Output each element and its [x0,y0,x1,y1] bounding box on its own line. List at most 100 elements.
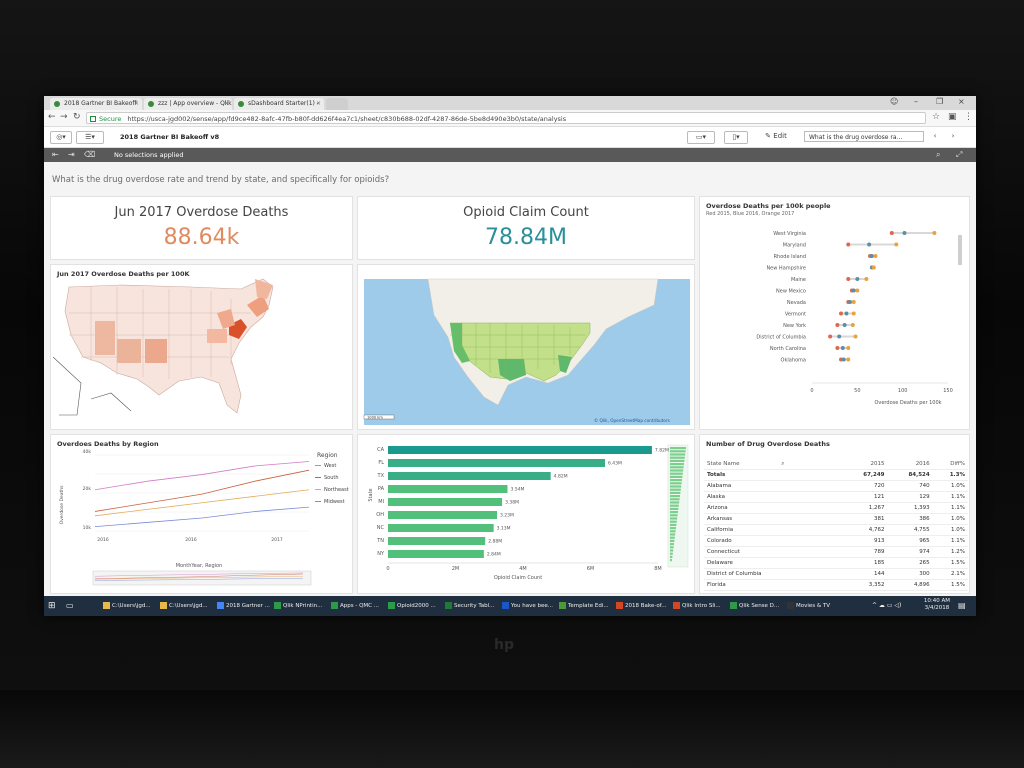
column-header[interactable]: Diff% [932,459,968,470]
taskbar-app[interactable]: 2018 Bake-of... [615,599,669,613]
table-row[interactable]: Connecticut 789 974 1.2% [704,546,968,558]
data-point[interactable] [889,231,894,235]
range-scrubber[interactable] [92,570,312,586]
column-header[interactable]: State Name ⌕ [704,459,843,470]
browser-tab[interactable]: zzz | App overview - Qlik × [144,98,232,110]
restore-icon[interactable]: ❐ [936,97,944,106]
us-state-map-panel[interactable]: Jun 2017 Overdose Deaths per 100K [50,264,353,430]
data-point[interactable] [844,311,849,316]
drug-overdose-table[interactable]: State Name ⌕ 2015 2016 Diff% Totals 67,2… [704,459,968,593]
close-icon[interactable]: × [315,100,321,107]
data-point[interactable] [851,300,856,304]
data-point[interactable] [841,357,846,362]
scrollbar[interactable] [958,235,962,265]
x-axis-title[interactable]: Opioid Claim Count [494,575,542,581]
clear-selections-icon[interactable]: ⌫ [84,150,96,159]
back-icon[interactable]: ← [48,112,56,122]
data-point[interactable] [873,254,878,258]
opioid-geo-map-panel[interactable]: 1000 km © Qlik, OpenStreetMap contributo… [357,264,695,430]
bookmark-star-icon[interactable]: ☆ [932,112,941,122]
state-ohio[interactable] [217,309,235,329]
data-point[interactable] [846,277,851,281]
user-icon[interactable]: ☺ [890,97,899,106]
column-header[interactable]: 2016 [887,459,933,470]
bar[interactable] [388,459,606,467]
close-icon[interactable]: × [223,100,229,107]
geo-map[interactable]: 1000 km © Qlik, OpenStreetMap contributo… [358,265,695,430]
data-point[interactable] [867,242,872,247]
device-icon[interactable]: ▯▾ [724,131,748,144]
taskbar-app[interactable]: Security Tabl... [444,599,498,613]
table-row[interactable]: Arkansas 381 386 1.0% [704,513,968,525]
search-icon[interactable]: ⌕ [936,150,941,159]
start-icon[interactable]: ⊞ [48,601,56,611]
bar[interactable] [388,524,494,532]
comment-icon[interactable]: ▭▾ [687,131,715,144]
taskbar-app[interactable]: Qlik Sense D... [729,599,783,613]
task-view-icon[interactable]: ▭ [66,601,74,610]
sheet-selector[interactable]: What is the drug overdose ra... [804,131,924,142]
drug-overdose-table-panel[interactable]: Number of Drug Overdose Deaths State Nam… [699,434,970,594]
extension-icon[interactable]: ▣ [948,112,957,122]
state-arizona[interactable] [117,339,141,363]
column-header[interactable]: 2015 [842,459,888,470]
region-line-chart[interactable]: Overdose Deaths MonthYear, Region Region… [51,445,353,594]
notifications-icon[interactable]: ▤ [958,601,966,610]
data-point[interactable] [840,346,845,350]
new-tab-button[interactable] [326,98,348,110]
florida-claims[interactable] [558,355,572,373]
global-menu-button[interactable]: ☰▾ [76,131,104,144]
state-nevada[interactable] [95,321,115,355]
browser-tab[interactable]: sDashboard Starter(1) - × [234,98,324,110]
us-state-map[interactable] [51,265,353,430]
next-sheet-icon[interactable]: › [951,132,955,140]
series-line[interactable] [94,506,310,528]
data-point[interactable] [853,334,858,339]
taskbar-app[interactable]: Apps - QMC ... [330,599,384,613]
legend-item[interactable]: Northeast [324,487,349,493]
menu-icon[interactable]: ⋮ [964,112,973,122]
edit-button[interactable]: ✎ Edit [754,131,798,142]
navigation-menu-button[interactable]: ◎▾ [50,131,72,144]
data-point[interactable] [842,323,847,327]
bar[interactable] [388,498,503,506]
previous-sheet-icon[interactable]: ‹ [933,132,937,140]
data-point[interactable] [902,231,907,235]
claim-count-panel[interactable]: State Opioid Claim Count CA 7.82M FL 6.43M T… [357,434,695,594]
url-field[interactable]: Secure https://usca-jgd002/sense/app/fd9c… [86,112,926,124]
search-icon[interactable]: ⌕ [781,460,785,467]
minimize-icon[interactable]: – [914,97,918,106]
data-point[interactable] [851,311,856,316]
selection-forward-icon[interactable]: ⇥ [68,150,75,159]
dumbbell-chart[interactable]: Overdose Deaths per 100k West Virginia Ma… [700,221,970,430]
claim-bar-chart[interactable]: State Opioid Claim Count CA 7.82M FL 6.43M T… [358,435,695,594]
california-claims[interactable] [450,323,470,363]
bar[interactable] [388,511,498,519]
taskbar-app[interactable]: Qlik Intro Sli... [672,599,726,613]
kpi-overdose-deaths[interactable]: Jun 2017 Overdose Deaths 88.64k [50,196,353,260]
data-point[interactable] [871,265,876,270]
region-line-panel[interactable]: Overdoes Deaths by Region Overdose Death… [50,434,353,594]
table-row[interactable]: Florida 3,352 4,896 1.5% [704,579,968,591]
table-row[interactable]: Arizona 1,267 1,393 1.1% [704,502,968,514]
data-point[interactable] [839,311,844,316]
bar[interactable] [388,446,652,454]
table-row[interactable]: Colorado 913 965 1.1% [704,535,968,547]
table-row[interactable]: Georgia1,3081,3701.0% [704,590,968,593]
reload-icon[interactable]: ↻ [73,112,81,122]
taskbar-app[interactable]: Template Edi... [558,599,612,613]
data-point[interactable] [848,300,853,304]
data-point[interactable] [837,334,842,339]
data-point[interactable] [828,334,833,339]
data-point[interactable] [894,242,899,247]
series-line[interactable] [94,489,310,517]
tray-icons[interactable]: ^ ☁ ▭ ◁) [872,602,902,609]
data-point[interactable] [864,277,869,281]
kpi-opioid-claims[interactable]: Opioid Claim Count 78.84M [357,196,695,260]
data-point[interactable] [835,323,840,327]
legend-item[interactable]: Midwest [324,499,345,505]
table-row[interactable]: District of Columbia 144 300 2.1% [704,568,968,580]
bar[interactable] [388,550,484,558]
close-window-icon[interactable]: × [958,97,965,106]
texas-claims[interactable] [498,359,526,381]
